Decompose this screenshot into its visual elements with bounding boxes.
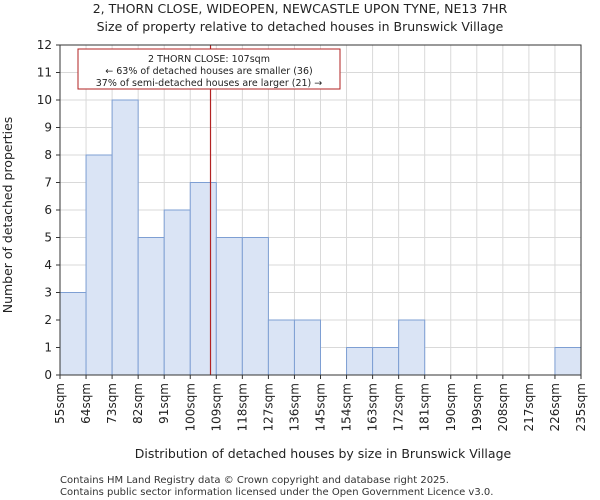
histogram-bar <box>137 237 165 376</box>
y-tick-label: 11 <box>37 66 52 80</box>
x-tick-label: 73sqm <box>105 383 119 424</box>
x-tick-label: 55sqm <box>53 383 67 424</box>
histogram-bar <box>346 347 374 376</box>
footer-line-1: Contains HM Land Registry data © Crown c… <box>60 475 449 486</box>
annotation-border <box>77 48 341 90</box>
annotation-line-3: 37% of semi-detached houses are larger (… <box>96 78 323 89</box>
y-tick-label: 7 <box>44 176 52 190</box>
x-tick-label: 226sqm <box>548 383 562 431</box>
x-tick-label: 208sqm <box>496 383 510 431</box>
y-tick-label: 9 <box>44 121 52 135</box>
y-tick-label: 10 <box>37 93 52 107</box>
y-tick-label: 4 <box>44 258 52 272</box>
y-tick-label: 5 <box>44 231 52 245</box>
histogram-bar <box>293 319 322 376</box>
y-tick-label: 1 <box>44 341 52 355</box>
y-tick-label: 3 <box>44 286 52 300</box>
plot-frame <box>59 44 582 376</box>
x-tick-label: 82sqm <box>131 383 145 424</box>
histogram-bar <box>267 319 295 376</box>
histogram-bar <box>372 347 400 376</box>
x-tick-label: 190sqm <box>444 383 458 431</box>
x-tick-label: 154sqm <box>340 383 354 431</box>
x-tick-label: 64sqm <box>79 383 93 424</box>
bars <box>59 99 582 376</box>
x-axis-ticks: 55sqm 64sqm 73sqm 82sqm 91sqm 100sqm 109sqm 118… <box>53 375 588 431</box>
y-axis-label: Number of detached properties <box>0 117 15 314</box>
histogram-bar <box>398 319 426 376</box>
chart-subtitle: Size of property relative to detached ho… <box>97 19 504 34</box>
histogram-bar <box>85 154 113 376</box>
chart-title: 2, THORN CLOSE, WIDEOPEN, NEWCASTLE UPON… <box>93 1 508 16</box>
x-tick-label: 181sqm <box>418 383 432 431</box>
x-axis-label: Distribution of detached houses by size … <box>135 446 512 461</box>
histogram-bar <box>215 237 243 376</box>
x-tick-label: 118sqm <box>235 383 249 431</box>
annotation-line-1: 2 THORN CLOSE: 107sqm <box>148 54 270 65</box>
histogram-bar <box>111 99 139 376</box>
x-tick-label: 109sqm <box>209 383 223 431</box>
y-tick-label: 6 <box>44 203 52 217</box>
annotation-box: 2 THORN CLOSE: 107sqm ← 63% of detached … <box>77 48 341 90</box>
x-tick-label: 235sqm <box>574 383 588 431</box>
x-tick-label: 100sqm <box>183 383 197 431</box>
x-tick-label: 145sqm <box>314 383 328 431</box>
histogram-bar <box>554 347 582 376</box>
footer-line-2: Contains public sector information licen… <box>60 487 493 498</box>
histogram-bar <box>59 292 87 376</box>
x-tick-label: 91sqm <box>157 383 171 424</box>
x-tick-label: 172sqm <box>392 383 406 431</box>
x-tick-label: 136sqm <box>287 383 301 431</box>
y-tick-label: 8 <box>44 148 52 162</box>
histogram-bar <box>163 209 191 376</box>
histogram-bar <box>241 237 269 376</box>
y-tick-label: 0 <box>44 368 52 382</box>
histogram-bar <box>189 182 217 376</box>
y-tick-label: 2 <box>44 313 52 327</box>
x-tick-label: 199sqm <box>470 383 484 431</box>
annotation-line-2: ← 63% of detached houses are smaller (36… <box>105 66 312 77</box>
y-tick-label: 12 <box>37 38 52 52</box>
x-tick-label: 127sqm <box>261 383 275 431</box>
x-tick-label: 163sqm <box>366 383 380 431</box>
x-tick-label: 217sqm <box>522 383 536 431</box>
